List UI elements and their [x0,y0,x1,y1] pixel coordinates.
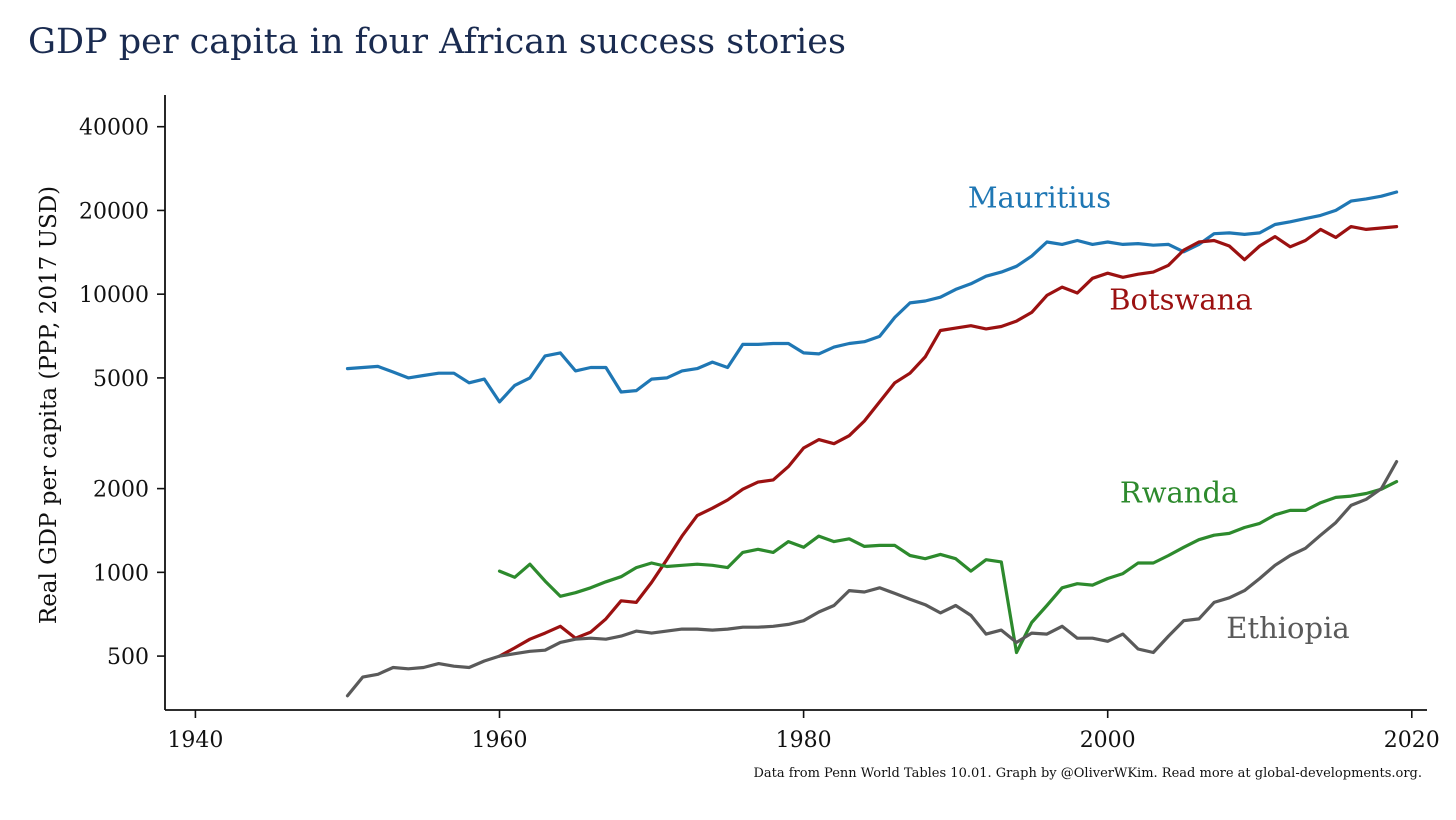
y-axis-title: Real GDP per capita (PPP, 2017 USD) [36,186,62,624]
series-label-rwanda: Rwanda [1120,476,1238,510]
series-label-mauritius: Mauritius [968,180,1111,214]
series-labels: Mauritius Botswana Rwanda Ethiopia [968,180,1350,645]
y-tick-label: 5000 [93,367,149,392]
x-ticks: 1940 1960 1980 2000 2020 [167,710,1440,753]
x-tick-label: 1960 [472,728,528,753]
y-ticks: 500 1000 2000 5000 10000 20000 40000 [79,116,165,670]
series-label-ethiopia: Ethiopia [1226,611,1349,645]
axes [164,95,1427,711]
x-tick-label: 2020 [1384,728,1440,753]
series-line-botswana [497,225,1399,658]
chart-title: GDP per capita in four African success s… [28,22,846,62]
y-tick-label: 2000 [93,478,149,503]
x-tick-label: 1980 [776,728,832,753]
x-tick-label: 2000 [1080,728,1136,753]
series-line-ethiopia [345,460,1399,698]
series-lines [345,190,1399,698]
y-tick-label: 20000 [79,199,149,224]
y-tick-label: 1000 [93,561,149,586]
source-note: Data from Penn World Tables 10.01. Graph… [753,766,1422,781]
y-tick-label: 10000 [79,283,149,308]
x-tick-label: 1940 [167,728,223,753]
y-tick-label: 40000 [79,116,149,141]
series-line-rwanda [497,480,1399,655]
series-line-mauritius [345,190,1399,404]
series-label-botswana: Botswana [1109,283,1252,317]
y-tick-label: 500 [107,645,149,670]
